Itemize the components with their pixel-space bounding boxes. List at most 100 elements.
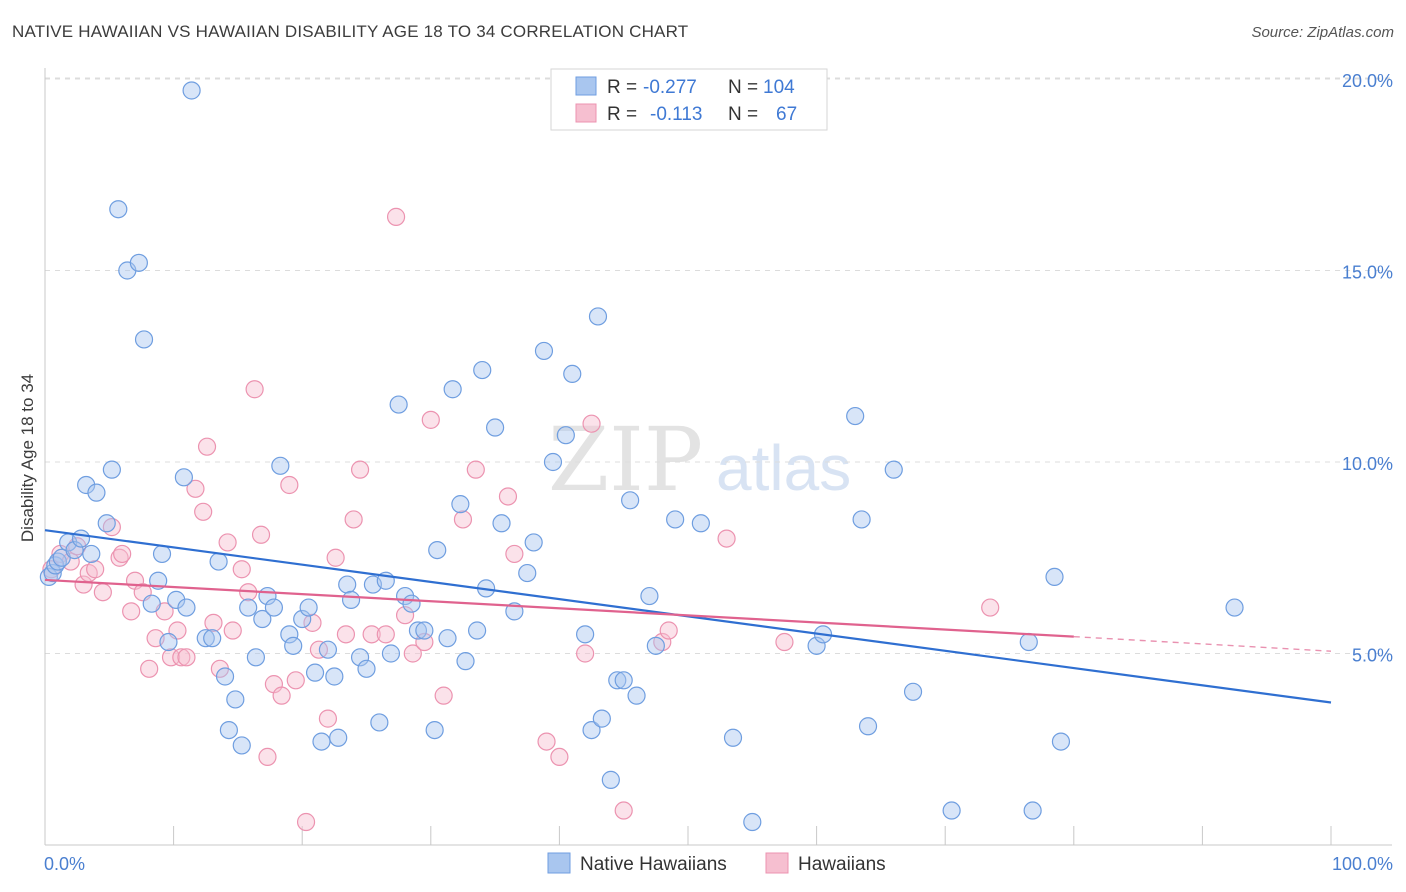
legend-hawaiians-swatch bbox=[765, 852, 789, 874]
hawaiians-point bbox=[395, 606, 415, 625]
native-hawaiians-point bbox=[370, 713, 389, 732]
x-tick-label: 0.0% bbox=[44, 854, 85, 874]
native-hawaiians-point bbox=[646, 636, 665, 655]
native-hawaiians-point bbox=[177, 598, 196, 617]
y-tick-label: 10.0% bbox=[1342, 454, 1393, 474]
native-hawaiians-point bbox=[1051, 732, 1071, 751]
hawaiians-point bbox=[466, 460, 485, 479]
native-hawaiians-point bbox=[467, 621, 487, 640]
pink-swatch bbox=[575, 103, 597, 123]
hawaiians-point bbox=[537, 732, 556, 751]
hawaiians-point bbox=[272, 686, 291, 705]
native-hawaiians-point bbox=[134, 330, 154, 349]
hawaiians-point bbox=[86, 560, 105, 579]
hawaiians-trend-line bbox=[44, 578, 1074, 638]
native-hawaiians-point bbox=[428, 540, 447, 560]
native-hawaiians-point bbox=[415, 621, 434, 640]
hawaiians-point bbox=[376, 625, 395, 644]
x-tick-label: 100.0% bbox=[1332, 854, 1393, 874]
native-hawaiians-point bbox=[389, 395, 408, 414]
hawaiians-point bbox=[614, 801, 633, 820]
native-hawaiians-point bbox=[280, 625, 299, 644]
hawaiians-point bbox=[218, 533, 237, 552]
native-hawaiians-point bbox=[621, 491, 640, 510]
native-hawaiians-point bbox=[1225, 598, 1244, 617]
native-hawaiians-point bbox=[77, 475, 96, 495]
hawaiians-point bbox=[659, 621, 678, 640]
hawaiians-point bbox=[981, 598, 1000, 617]
hawaiians-point bbox=[245, 380, 264, 399]
native-hawaiians-point bbox=[318, 640, 338, 659]
hawaiians-point bbox=[286, 671, 305, 690]
native-hawaiians-point bbox=[852, 510, 871, 529]
legend-n-label-pink: N = bbox=[728, 104, 758, 125]
native-hawaiians-point bbox=[329, 728, 348, 747]
native-hawaiians-point bbox=[284, 636, 303, 655]
hawaiians-point bbox=[362, 625, 381, 644]
native-hawaiians-point bbox=[381, 644, 401, 663]
native-hawaiians-point bbox=[534, 341, 554, 361]
hawaiians-point bbox=[344, 510, 363, 529]
legend-n-label-blue: N = bbox=[728, 77, 758, 98]
hawaiians-point bbox=[550, 747, 569, 767]
hawaiians-point bbox=[421, 410, 440, 429]
stats-legend-box bbox=[550, 68, 828, 131]
hawaiians-point bbox=[336, 625, 356, 644]
hawaiians-point bbox=[172, 648, 191, 667]
chart-title: NATIVE HAWAIIAN VS HAWAIIAN DISABILITY A… bbox=[12, 22, 689, 41]
watermark-atlas: atlas bbox=[716, 432, 851, 504]
hawaiians-point bbox=[161, 648, 181, 667]
hawaiians-point bbox=[775, 632, 794, 652]
legend-n-value-pink: 67 bbox=[776, 104, 797, 125]
native-hawaiians-point bbox=[312, 732, 331, 751]
stats-legend: R = -0.277 N = 104 R = -0.113 N = 67 bbox=[550, 68, 828, 131]
native-hawaiians-point bbox=[438, 629, 457, 648]
native-hawaiians-point bbox=[82, 544, 101, 564]
y-axis-label: Disability Age 18 to 34 bbox=[18, 374, 37, 542]
hawaiians-point bbox=[296, 812, 316, 832]
native-hawaiians-point bbox=[226, 690, 245, 709]
hawaiians-point bbox=[258, 747, 277, 767]
native-hawaiians-point bbox=[486, 418, 505, 437]
hawaiians-point bbox=[350, 460, 370, 479]
native-hawaiians-point bbox=[174, 468, 193, 487]
legend-r-value-blue: -0.277 bbox=[643, 77, 697, 98]
hawaiians-point bbox=[576, 644, 595, 663]
native-hawaiians-point bbox=[299, 598, 318, 617]
hawaiians-point bbox=[318, 709, 338, 728]
native-hawaiians-point bbox=[640, 586, 659, 606]
legend-n-value-blue: 104 bbox=[763, 77, 795, 98]
hawaiians-point bbox=[194, 502, 213, 521]
native-hawaiians-point bbox=[338, 575, 357, 594]
legend-r-value-pink: -0.113 bbox=[650, 104, 702, 125]
legend-r-label-blue: R = bbox=[607, 77, 637, 98]
native-hawaiians-point bbox=[743, 812, 762, 832]
native-hawaiians-point bbox=[614, 671, 633, 690]
native-hawaiians-point bbox=[232, 736, 251, 755]
hawaiians-point bbox=[140, 659, 159, 678]
native-hawaiians-point bbox=[271, 456, 290, 475]
native-hawaiians-point bbox=[473, 360, 492, 380]
hawaiians-point bbox=[74, 575, 93, 594]
hawaiians-point bbox=[232, 560, 251, 579]
hawaiians-point bbox=[453, 510, 473, 529]
hawaiians-point bbox=[93, 583, 112, 602]
native-hawaiians-point bbox=[341, 590, 361, 609]
native-hawaiians-point bbox=[451, 495, 470, 514]
hawaiians-point bbox=[582, 414, 601, 433]
y-tick-label: 20.0% bbox=[1342, 71, 1393, 91]
native-hawaiians-point bbox=[588, 307, 608, 326]
native-hawaiians-point bbox=[425, 720, 444, 740]
hawaiians-point bbox=[177, 648, 196, 667]
native-hawaiians-point bbox=[408, 621, 428, 640]
native-hawaiians-point bbox=[846, 406, 865, 426]
hawaiians-point bbox=[61, 552, 80, 571]
hawaiians-point bbox=[434, 686, 453, 705]
y-tick-label: 15.0% bbox=[1342, 263, 1393, 283]
native-hawaiians-point bbox=[543, 452, 563, 472]
native-hawaiians-point bbox=[209, 552, 228, 571]
native-hawaiians-point bbox=[215, 667, 235, 686]
native-hawaiians-point bbox=[1023, 801, 1042, 820]
native-hawaiians-point bbox=[942, 801, 961, 820]
